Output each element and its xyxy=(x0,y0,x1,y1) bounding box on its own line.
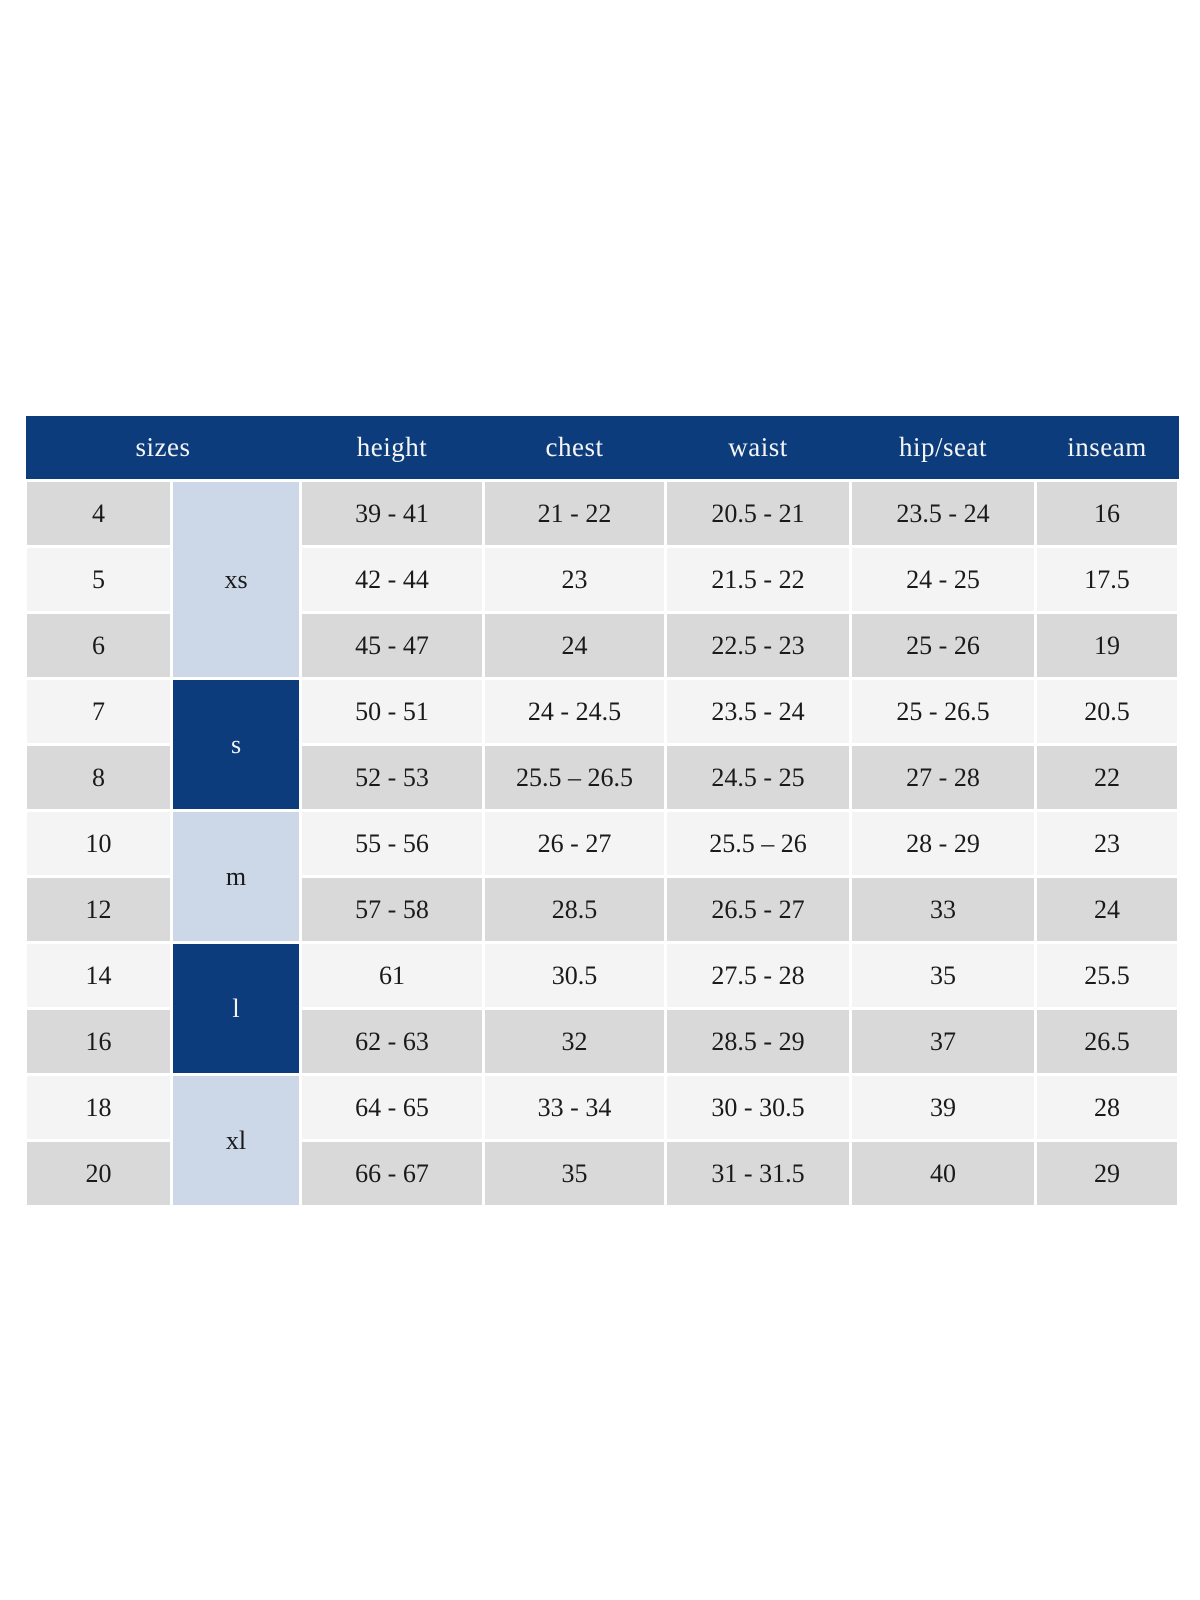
header-sizes: sizes xyxy=(25,416,301,482)
chest-cell: 24 - 24.5 xyxy=(482,677,668,746)
inseam-cell: 23 xyxy=(1034,809,1181,878)
header-hip-seat: hip/seat xyxy=(850,416,1036,482)
group-cell-s: s xyxy=(169,677,303,812)
height-cell: 55 - 56 xyxy=(299,809,486,878)
inseam-cell: 20.5 xyxy=(1034,677,1181,746)
row-size-10: 10 m 55 - 56 26 - 27 25.5 – 26 28 - 29 2… xyxy=(24,809,1181,944)
size-cell: 5 xyxy=(24,545,173,614)
hip-seat-cell: 28 - 29 xyxy=(849,809,1038,878)
chest-cell: 35 xyxy=(482,1139,668,1208)
waist-cell: 20.5 - 21 xyxy=(664,479,853,548)
height-cell: 64 - 65 xyxy=(299,1073,486,1142)
size-cell: 14 xyxy=(24,941,173,1010)
hip-seat-cell: 35 xyxy=(849,941,1038,1010)
height-cell: 39 - 41 xyxy=(299,479,486,548)
size-chart-table: sizes height chest waist hip/seat inseam… xyxy=(24,416,1181,1208)
row-size-6: 6 45 - 47 24 22.5 - 23 25 - 26 19 xyxy=(24,611,1181,680)
hip-seat-cell: 24 - 25 xyxy=(849,545,1038,614)
waist-cell: 31 - 31.5 xyxy=(664,1139,853,1208)
row-size-8: 8 52 - 53 25.5 – 26.5 24.5 - 25 27 - 28 … xyxy=(24,743,1181,812)
waist-cell: 25.5 – 26 xyxy=(664,809,853,878)
group-cell-xl: xl xyxy=(169,1073,303,1208)
inseam-cell: 19 xyxy=(1034,611,1181,680)
height-cell: 50 - 51 xyxy=(299,677,486,746)
row-size-20: 20 66 - 67 35 31 - 31.5 40 29 xyxy=(24,1139,1181,1208)
chest-cell: 30.5 xyxy=(482,941,668,1010)
header-waist: waist xyxy=(665,416,851,482)
height-cell: 66 - 67 xyxy=(299,1139,486,1208)
group-cell-xs: xs xyxy=(169,479,303,680)
inseam-cell: 17.5 xyxy=(1034,545,1181,614)
inseam-cell: 26.5 xyxy=(1034,1007,1181,1076)
size-cell: 16 xyxy=(24,1007,173,1076)
row-size-18: 18 xl 64 - 65 33 - 34 30 - 30.5 39 28 xyxy=(24,1073,1181,1208)
height-cell: 52 - 53 xyxy=(299,743,486,812)
chest-cell: 21 - 22 xyxy=(482,479,668,548)
group-cell-l: l xyxy=(169,941,303,1076)
size-cell: 12 xyxy=(24,875,173,944)
waist-cell: 24.5 - 25 xyxy=(664,743,853,812)
inseam-cell: 28 xyxy=(1034,1073,1181,1142)
row-size-4: 4 xs 39 - 41 21 - 22 20.5 - 21 23.5 - 24… xyxy=(24,479,1181,680)
chest-cell: 26 - 27 xyxy=(482,809,668,878)
header-inseam: inseam xyxy=(1035,416,1179,482)
row-size-5: 5 42 - 44 23 21.5 - 22 24 - 25 17.5 xyxy=(24,545,1181,614)
header-chest: chest xyxy=(483,416,666,482)
size-cell: 20 xyxy=(24,1139,173,1208)
height-cell: 61 xyxy=(299,941,486,1010)
waist-cell: 23.5 - 24 xyxy=(664,677,853,746)
inseam-cell: 22 xyxy=(1034,743,1181,812)
hip-seat-cell: 25 - 26.5 xyxy=(849,677,1038,746)
chest-cell: 28.5 xyxy=(482,875,668,944)
hip-seat-cell: 27 - 28 xyxy=(849,743,1038,812)
chest-cell: 32 xyxy=(482,1007,668,1076)
chest-cell: 24 xyxy=(482,611,668,680)
header-row: sizes height chest waist hip/seat inseam xyxy=(25,416,1179,482)
hip-seat-cell: 23.5 - 24 xyxy=(849,479,1038,548)
size-cell: 8 xyxy=(24,743,173,812)
chest-cell: 25.5 – 26.5 xyxy=(482,743,668,812)
size-cell: 18 xyxy=(24,1073,173,1142)
size-cell: 4 xyxy=(24,479,173,548)
waist-cell: 28.5 - 29 xyxy=(664,1007,853,1076)
chest-cell: 23 xyxy=(482,545,668,614)
hip-seat-cell: 39 xyxy=(849,1073,1038,1142)
hip-seat-cell: 37 xyxy=(849,1007,1038,1076)
height-cell: 45 - 47 xyxy=(299,611,486,680)
height-cell: 42 - 44 xyxy=(299,545,486,614)
waist-cell: 27.5 - 28 xyxy=(664,941,853,1010)
waist-cell: 26.5 - 27 xyxy=(664,875,853,944)
hip-seat-cell: 33 xyxy=(849,875,1038,944)
size-cell: 10 xyxy=(24,809,173,878)
row-size-12: 12 57 - 58 28.5 26.5 - 27 33 24 xyxy=(24,875,1181,944)
inseam-cell: 24 xyxy=(1034,875,1181,944)
size-cell: 7 xyxy=(24,677,173,746)
waist-cell: 22.5 - 23 xyxy=(664,611,853,680)
chest-cell: 33 - 34 xyxy=(482,1073,668,1142)
hip-seat-cell: 40 xyxy=(849,1139,1038,1208)
waist-cell: 21.5 - 22 xyxy=(664,545,853,614)
size-cell: 6 xyxy=(24,611,173,680)
hip-seat-cell: 25 - 26 xyxy=(849,611,1038,680)
inseam-cell: 25.5 xyxy=(1034,941,1181,1010)
inseam-cell: 29 xyxy=(1034,1139,1181,1208)
height-cell: 57 - 58 xyxy=(299,875,486,944)
group-cell-m: m xyxy=(169,809,303,944)
row-size-7: 7 s 50 - 51 24 - 24.5 23.5 - 24 25 - 26.… xyxy=(24,677,1181,812)
row-size-14: 14 l 61 30.5 27.5 - 28 35 25.5 xyxy=(24,941,1181,1076)
row-size-16: 16 62 - 63 32 28.5 - 29 37 26.5 xyxy=(24,1007,1181,1076)
height-cell: 62 - 63 xyxy=(299,1007,486,1076)
inseam-cell: 16 xyxy=(1034,479,1181,548)
header-height: height xyxy=(300,416,484,482)
waist-cell: 30 - 30.5 xyxy=(664,1073,853,1142)
